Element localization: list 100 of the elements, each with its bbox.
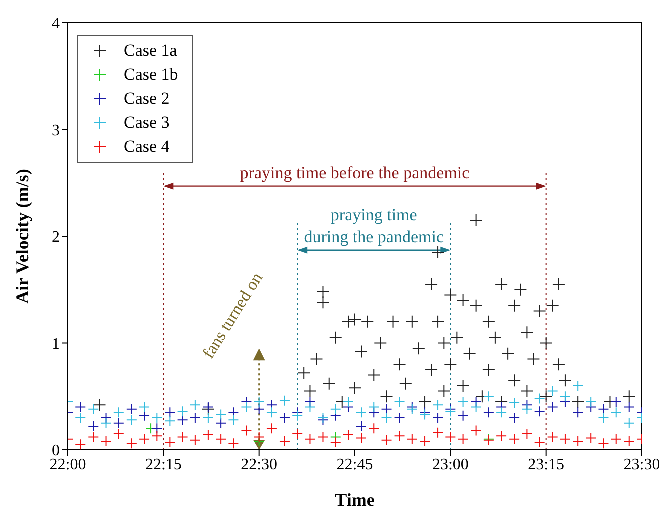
- point: [292, 428, 304, 440]
- point: [458, 396, 469, 408]
- point: [458, 410, 469, 422]
- point: [164, 407, 176, 418]
- legend-label: Case 4: [124, 137, 170, 157]
- point: [522, 404, 533, 415]
- point: [624, 402, 635, 413]
- point: [126, 414, 138, 426]
- point: [228, 438, 240, 450]
- point: [75, 402, 86, 413]
- x-tick-label: 22:30: [241, 456, 278, 474]
- point: [458, 434, 469, 445]
- point: [342, 396, 354, 408]
- point: [368, 423, 380, 434]
- point: [228, 414, 240, 426]
- legend-label: Case 1b: [124, 65, 178, 85]
- point: [381, 404, 392, 415]
- point: [202, 412, 214, 424]
- point: [432, 400, 444, 411]
- x-tick-label: 23:00: [432, 456, 469, 474]
- x-tick-label: 23:15: [528, 456, 565, 474]
- point: [177, 406, 188, 418]
- point: [610, 407, 622, 418]
- point: [241, 402, 252, 413]
- point: [279, 395, 290, 406]
- point: [113, 428, 124, 440]
- point: [164, 416, 176, 427]
- point: [75, 439, 86, 450]
- point: [483, 407, 494, 418]
- point: [75, 412, 86, 424]
- point: [496, 430, 508, 442]
- point: [547, 432, 558, 443]
- point: [177, 432, 188, 443]
- point: [598, 412, 610, 424]
- point: [202, 430, 214, 441]
- point: [610, 396, 622, 408]
- point: [432, 412, 444, 424]
- point: [126, 404, 138, 415]
- ref-line-label: praying time during the pandemic: [304, 205, 444, 246]
- point: [342, 430, 354, 441]
- point: [190, 412, 201, 424]
- point: [368, 402, 380, 413]
- x-axis-title: Time: [335, 490, 375, 510]
- point: [394, 412, 406, 424]
- point: [509, 434, 520, 445]
- y-tick-label: 4: [52, 16, 60, 33]
- point: [190, 400, 201, 411]
- point: [279, 412, 290, 424]
- point: [318, 412, 329, 424]
- point: [534, 406, 546, 418]
- point: [432, 427, 444, 438]
- x-tick-label: 22:15: [145, 456, 182, 474]
- point: [241, 425, 252, 436]
- point: [266, 423, 278, 434]
- point: [100, 418, 112, 429]
- point: [202, 402, 214, 413]
- point: [266, 407, 278, 418]
- legend-label: Case 1a: [124, 41, 178, 61]
- point: [152, 430, 163, 442]
- point: [586, 396, 597, 408]
- point: [470, 425, 482, 436]
- point: [522, 428, 533, 440]
- point: [254, 432, 265, 443]
- point: [330, 404, 342, 415]
- point: [88, 404, 100, 415]
- point: [445, 432, 456, 443]
- point: [509, 412, 520, 424]
- point: [598, 404, 610, 415]
- point: [164, 437, 176, 448]
- point: [534, 437, 546, 448]
- point: [547, 386, 558, 397]
- point: [470, 402, 482, 413]
- point: [254, 396, 265, 408]
- legend-label: Case 3: [124, 113, 170, 133]
- point: [356, 421, 368, 432]
- y-tick-label: 2: [52, 229, 60, 246]
- point: [190, 434, 201, 446]
- point: [572, 436, 584, 447]
- point: [216, 409, 227, 420]
- point: [586, 432, 597, 444]
- point: [113, 418, 124, 429]
- point: [126, 438, 138, 450]
- point: [560, 434, 571, 445]
- point: [496, 407, 508, 418]
- point: [598, 438, 610, 450]
- point: [216, 434, 227, 445]
- point: [381, 412, 392, 424]
- point: [304, 402, 316, 413]
- point: [420, 436, 431, 447]
- point: [113, 407, 124, 418]
- point: [139, 402, 150, 413]
- y-axis-title: Air Velocity (m/s): [12, 169, 32, 304]
- point: [139, 434, 150, 445]
- point: [509, 398, 520, 409]
- point: [88, 421, 100, 432]
- point: [330, 437, 342, 448]
- point: [624, 418, 635, 429]
- point: [177, 414, 188, 426]
- point: [572, 380, 584, 392]
- point: [560, 391, 571, 402]
